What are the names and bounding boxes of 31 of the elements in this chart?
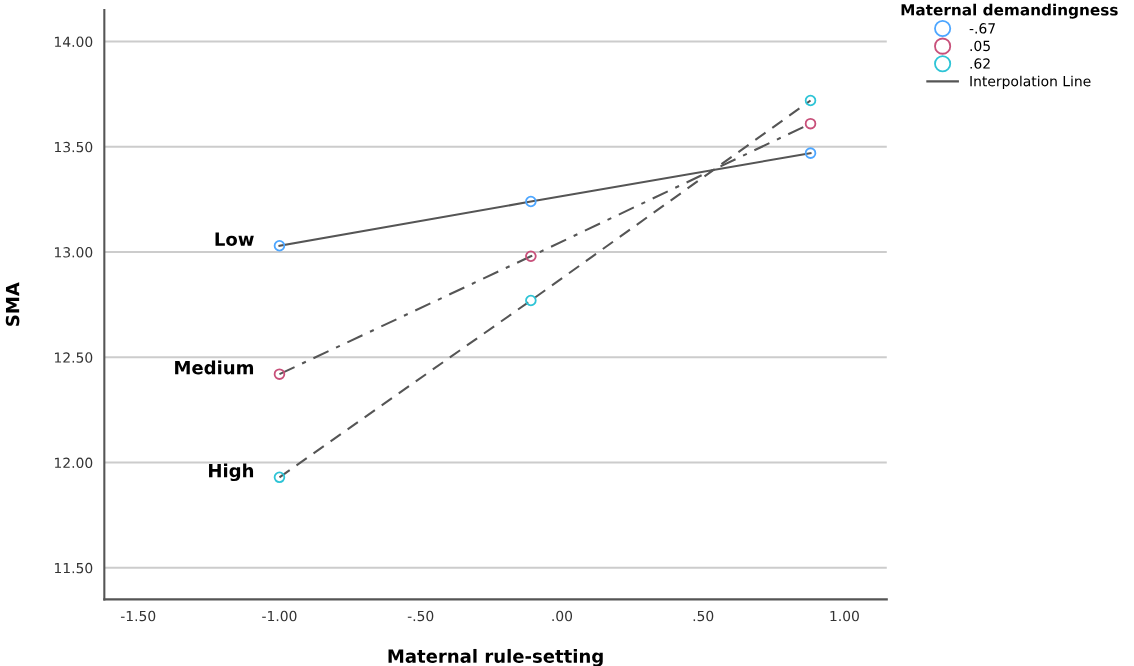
y-axis-title: SMA — [5, 282, 20, 326]
point — [804, 94, 817, 107]
y-tick-label: 14.00 — [54, 36, 93, 48]
x-tick-label: -1.00 — [262, 610, 297, 622]
y-tick-label: 12.00 — [54, 457, 93, 469]
x-tick-label: 1.00 — [830, 610, 859, 622]
legend-label: .05 — [970, 40, 990, 52]
point — [804, 147, 817, 159]
legend-title: Maternal demandingness — [901, 3, 1118, 19]
y-tick-label: 11.50 — [54, 562, 93, 574]
x-tick-label: -.50 — [407, 610, 434, 622]
x-axis-title: Maternal rule-setting — [388, 648, 603, 666]
point — [273, 239, 286, 252]
x-tick-label: .00 — [552, 610, 573, 622]
text: Interpolation Line — [970, 75, 1091, 90]
annotation: High — [209, 463, 254, 482]
point — [525, 294, 537, 307]
point — [273, 471, 286, 484]
x-tick-label: -1.50 — [120, 610, 156, 622]
point — [804, 117, 817, 130]
legend-label: .62 — [970, 58, 990, 69]
y-tick-label: 12.50 — [54, 352, 93, 363]
x-tick-label: .50 — [693, 610, 714, 622]
y-tick-label: 13.50 — [54, 141, 93, 153]
annotation: Low — [215, 232, 254, 246]
point — [273, 368, 286, 380]
y-tick-label: 13.00 — [54, 247, 93, 258]
point — [525, 195, 537, 208]
legend-label: -.67 — [969, 23, 995, 34]
point — [525, 250, 537, 263]
annotation: Medium — [175, 360, 254, 375]
